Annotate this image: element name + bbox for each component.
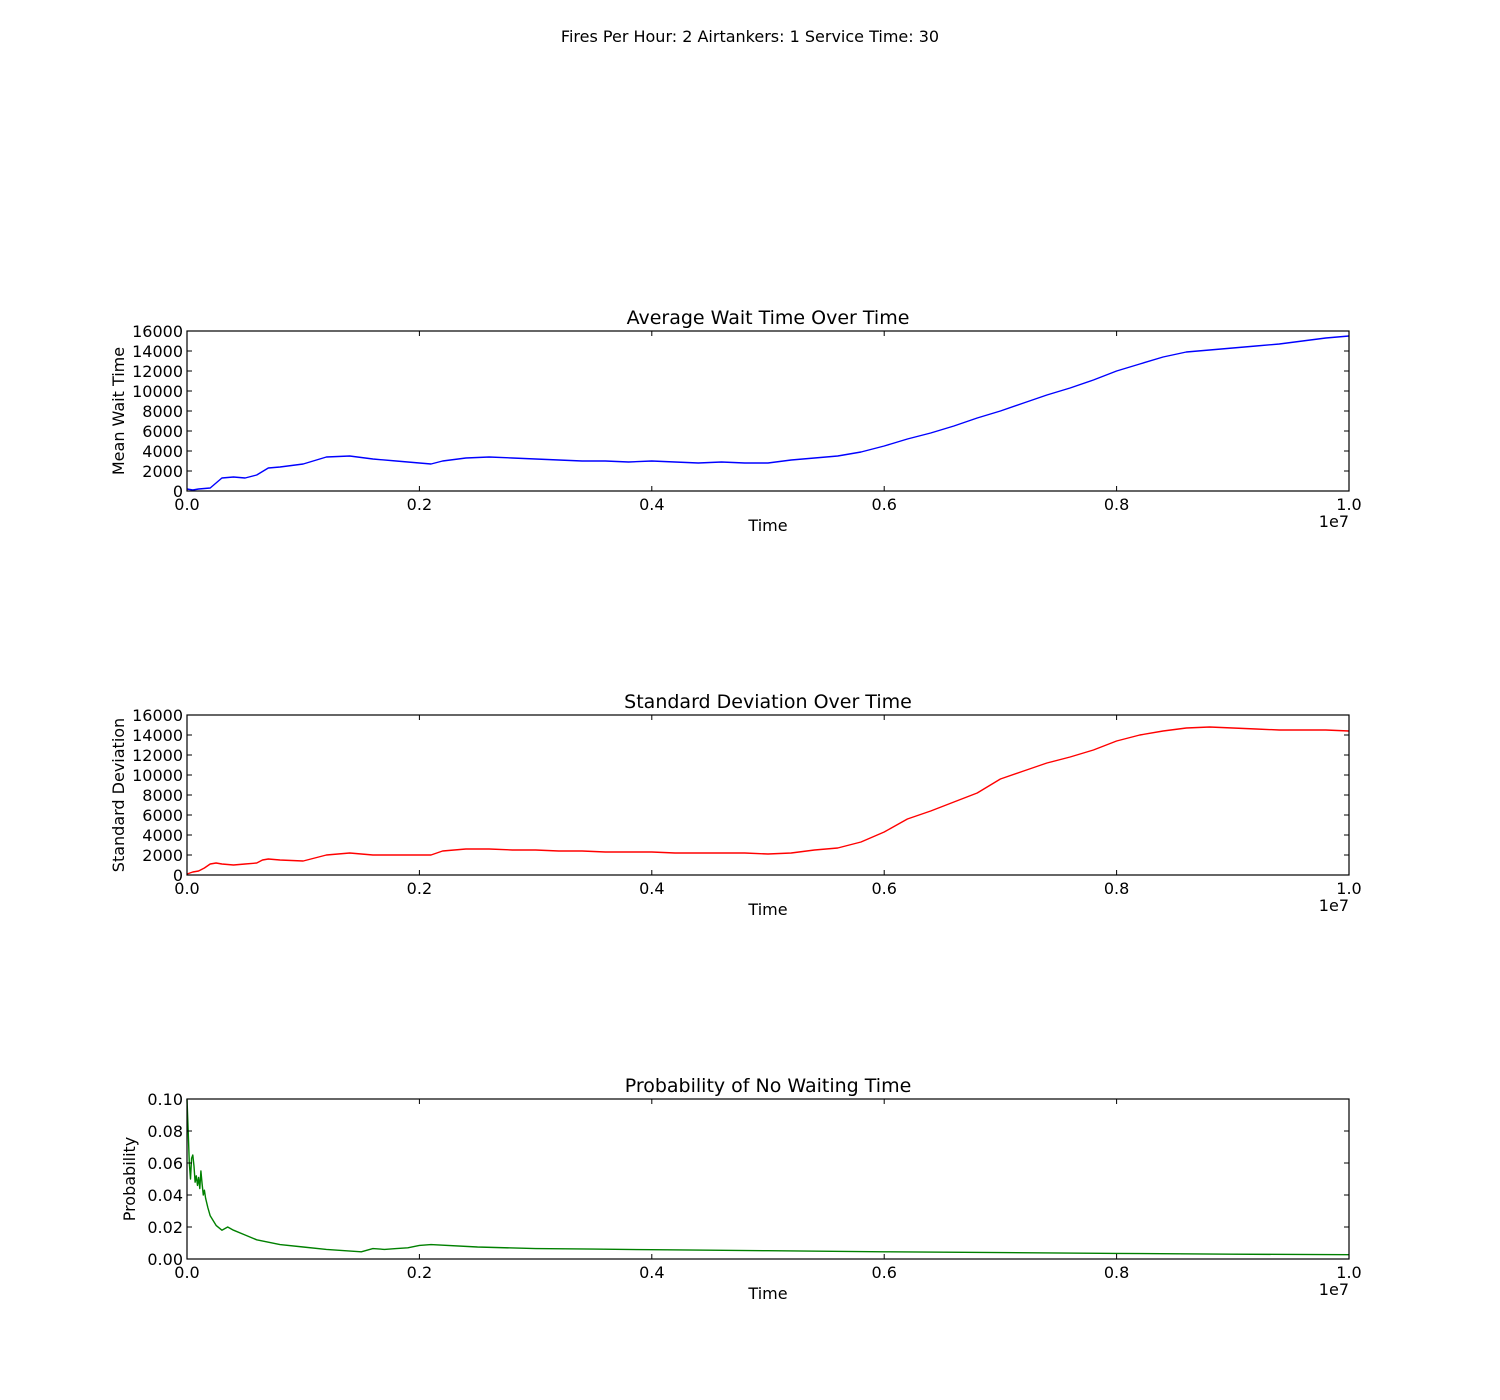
x-axis-label: Time xyxy=(747,900,787,919)
y-tick-label: 0.10 xyxy=(147,1090,183,1109)
x-tick-label: 0.2 xyxy=(407,495,432,514)
y-tick-label: 0.04 xyxy=(147,1186,183,1205)
y-tick-label: 14000 xyxy=(132,342,183,361)
plot-frame xyxy=(186,714,1350,876)
x-tick-label: 1.0 xyxy=(1336,879,1361,898)
y-tick-label: 14000 xyxy=(132,726,183,745)
x-tick-label: 0.2 xyxy=(407,879,432,898)
x-tick-label: 0.6 xyxy=(871,495,896,514)
subplots: Average Wait Time Over Time 0.0 0.2 0.4 0.6 0… xyxy=(109,307,1362,1303)
x-tick-label: 0.2 xyxy=(407,1263,432,1282)
y-axis-label: Probability xyxy=(120,1137,139,1222)
y-tick-label: 0.00 xyxy=(147,1250,183,1269)
y-tick-label: 8000 xyxy=(142,402,183,421)
x-offset-label: 1e7 xyxy=(1319,896,1349,915)
x-tick-label: 0.4 xyxy=(639,1263,664,1282)
y-tick-label: 8000 xyxy=(142,786,183,805)
y-tick-label: 2000 xyxy=(142,846,183,865)
x-offset-label: 1e7 xyxy=(1319,512,1349,531)
y-tick-label: 10000 xyxy=(132,766,183,785)
x-tick-label: 0.4 xyxy=(639,879,664,898)
plot-frame xyxy=(186,1098,1350,1260)
x-tick-label: 0.8 xyxy=(1104,879,1129,898)
chart-title: Average Wait Time Over Time xyxy=(627,307,910,329)
y-axis-label: Mean Wait Time xyxy=(109,347,128,475)
no-wait-prob-panel: Probability of No Waiting Time 0.0 0.2 0.4 0… xyxy=(120,1075,1362,1303)
x-tick-label: 0.0 xyxy=(174,495,199,514)
y-tick-label: 0 xyxy=(173,866,183,885)
x-axis-label: Time xyxy=(747,516,787,535)
std-dev-panel: Standard Deviation Over Time 0.0 0.2 0.4 0.6… xyxy=(109,691,1362,919)
x-tick-label: 0.0 xyxy=(174,1263,199,1282)
y-tick-label: 12000 xyxy=(132,362,183,381)
y-tick-label: 0.06 xyxy=(147,1154,183,1173)
mean-wait-panel: Average Wait Time Over Time 0.0 0.2 0.4 0.6 0… xyxy=(109,307,1362,535)
x-tick-label: 0.6 xyxy=(871,879,896,898)
y-tick-label: 10000 xyxy=(132,382,183,401)
chart-title: Probability of No Waiting Time xyxy=(625,1075,912,1097)
x-tick-label: 0.4 xyxy=(639,495,664,514)
chart-title: Standard Deviation Over Time xyxy=(624,691,912,713)
y-axis-label: Standard Deviation xyxy=(109,718,128,872)
x-tick-label: 1.0 xyxy=(1336,495,1361,514)
y-tick-label: 2000 xyxy=(142,462,183,481)
y-tick-label: 4000 xyxy=(142,442,183,461)
y-tick-label: 6000 xyxy=(142,422,183,441)
y-tick-label: 4000 xyxy=(142,826,183,845)
y-tick-label: 12000 xyxy=(132,746,183,765)
y-tick-label: 16000 xyxy=(132,706,183,725)
y-tick-label: 16000 xyxy=(132,322,183,341)
series-line xyxy=(186,1098,1350,1256)
figure-suptitle: Fires Per Hour: 2 Airtankers: 1 Service … xyxy=(561,27,939,46)
x-offset-label: 1e7 xyxy=(1319,1280,1349,1299)
x-tick-label: 1.0 xyxy=(1336,1263,1361,1282)
series-line xyxy=(186,726,1350,875)
x-axis-label: Time xyxy=(747,1284,787,1303)
y-tick-label: 6000 xyxy=(142,806,183,825)
x-tick-label: 0.0 xyxy=(174,879,199,898)
x-tick-label: 0.8 xyxy=(1104,495,1129,514)
y-tick-label: 0.08 xyxy=(147,1122,183,1141)
y-tick-label: 0 xyxy=(173,482,183,501)
series-line xyxy=(186,335,1350,491)
x-tick-label: 0.6 xyxy=(871,1263,896,1282)
plot-frame xyxy=(186,330,1350,492)
x-tick-label: 0.8 xyxy=(1104,1263,1129,1282)
y-tick-label: 0.02 xyxy=(147,1218,183,1237)
